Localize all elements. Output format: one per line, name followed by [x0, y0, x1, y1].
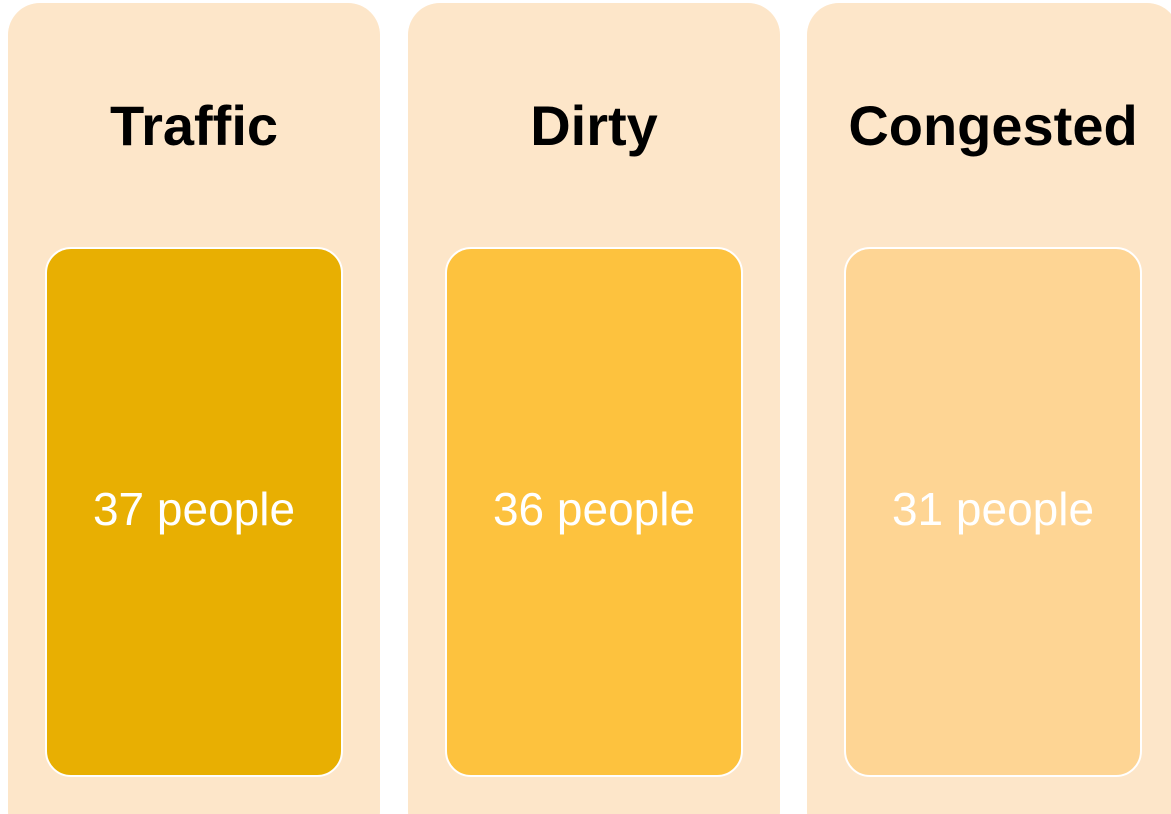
- card-box: 37 people: [45, 247, 343, 777]
- card: Congested 31 people: [807, 3, 1171, 814]
- card-label: 36 people: [492, 483, 696, 535]
- card-title: Dirty: [530, 94, 658, 157]
- card-title: Congested: [848, 94, 1138, 157]
- card-box: 31 people: [844, 247, 1142, 777]
- card-title: Traffic: [109, 94, 279, 157]
- card-label: 31 people: [891, 483, 1095, 535]
- card: Traffic 37 people: [8, 3, 380, 814]
- card-box: 36 people: [445, 247, 743, 777]
- card-label: 37 people: [92, 483, 296, 535]
- card: Dirty 36 people: [408, 3, 780, 814]
